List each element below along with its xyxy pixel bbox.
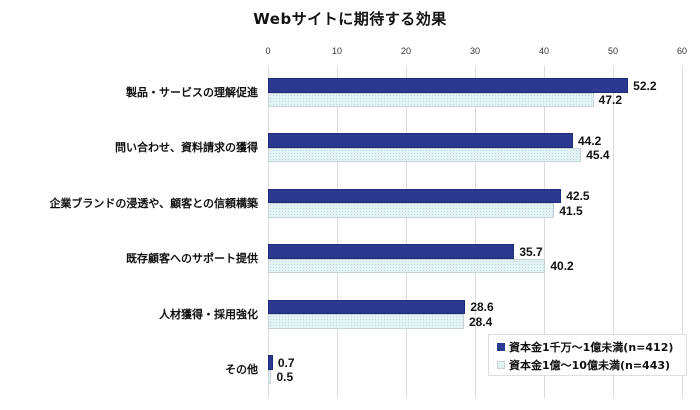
data-label: 0.7 — [277, 355, 295, 370]
bar-series-1 — [268, 78, 629, 93]
chart-title: Webサイトに期待する効果 — [253, 10, 447, 28]
bar-series-2 — [268, 147, 582, 163]
gridline — [268, 66, 269, 398]
bar-series-2 — [268, 369, 272, 384]
category-label: 製品・サービスの理解促進 — [126, 86, 258, 99]
bar-series-2 — [268, 203, 555, 218]
bar-series-1 — [268, 188, 562, 204]
data-label: 45.4 — [586, 148, 610, 163]
plot-area: 52.2 47.2 44.2 45.4 42.5 41.5 35.7 40.2 28.6 28.4… — [268, 66, 683, 398]
gridline — [544, 66, 545, 398]
category-label: 問い合わせ、資料請求の獲得 — [115, 141, 258, 155]
gridline — [613, 66, 614, 398]
data-label: 35.7 — [519, 244, 543, 259]
data-label: 40.2 — [550, 259, 574, 274]
legend-label: 資本金1千万～1億未満(n=412) — [509, 341, 674, 354]
bar-series-2 — [268, 92, 594, 107]
x-tick-label: 50 — [607, 46, 619, 56]
category-label: その他 — [225, 363, 258, 376]
data-label: 44.2 — [577, 133, 602, 148]
data-label: 47.2 — [598, 93, 623, 107]
bar-series-1 — [268, 355, 273, 370]
gridline — [406, 66, 407, 398]
x-tick-label: 20 — [400, 46, 412, 56]
legend-label: 資本金1億～10億未満(n=443) — [509, 359, 671, 372]
data-label: 28.6 — [470, 300, 494, 315]
gridline — [337, 66, 338, 398]
data-label: 28.4 — [468, 314, 493, 329]
category-label: 企業ブランドの浸透や、顧客との信頼構築 — [49, 196, 258, 210]
data-label: 52.2 — [633, 78, 657, 93]
legend-item-series-2: 資本金1億～10億未満(n=443) — [497, 356, 686, 374]
legend: 資本金1千万～1億未満(n=412) 資本金1億～10億未満(n=443) — [488, 334, 687, 376]
gridline — [475, 66, 476, 398]
data-label: 42.5 — [566, 189, 590, 204]
x-tick-label: 40 — [538, 46, 550, 56]
bar-series-1 — [268, 244, 515, 259]
legend-item-series-1: 資本金1千万～1億未満(n=412) — [497, 338, 686, 356]
category-label: 人材獲得・採用強化 — [159, 307, 258, 321]
x-tick-label: 10 — [331, 46, 343, 56]
bar-series-1 — [268, 133, 573, 148]
x-tick-label: 0 — [265, 46, 271, 56]
navy-square-swatch-icon — [497, 343, 505, 351]
category-label: 既存顧客へのサポート提供 — [126, 252, 258, 266]
data-label: 41.5 — [559, 203, 583, 218]
bar-series-1 — [268, 299, 466, 315]
bar-series-2 — [268, 314, 464, 329]
bar-series-2 — [268, 258, 546, 274]
gridline — [682, 66, 683, 398]
light-dotted-square-swatch-icon — [497, 361, 505, 369]
data-label: 0.5 — [276, 370, 294, 384]
x-tick-label: 60 — [676, 46, 688, 56]
x-tick-label: 30 — [469, 46, 481, 56]
